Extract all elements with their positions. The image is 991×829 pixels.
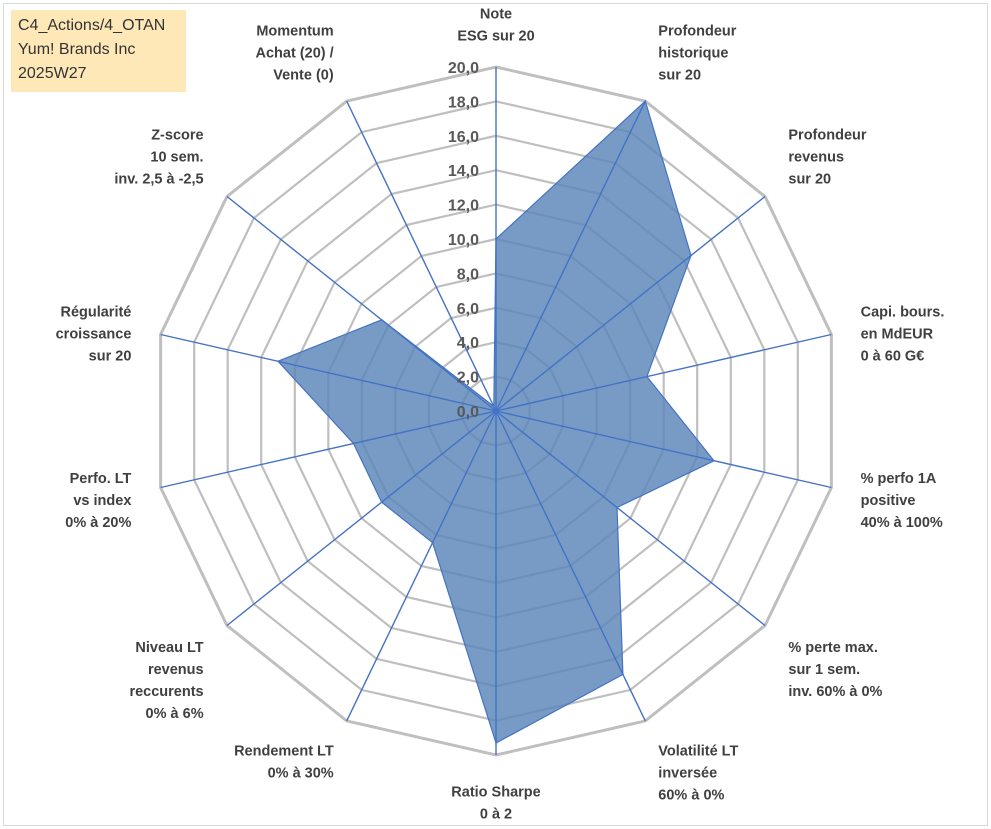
radial-tick-labels: 0,0 2,0 4,0 6,0 8,0 10,0 12,0 14,0 16,0 18,0 20,0: [448, 60, 479, 421]
tick-label-10: 20,0: [448, 60, 479, 77]
spoke-6: [495, 410, 646, 722]
category-label-5: % perte max. sur 1 sem. inv. 60% à 0%: [788, 640, 882, 700]
tick-label-7: 14,0: [448, 163, 479, 180]
spoke-3: [495, 333, 832, 412]
category-label-line: % perte max.: [788, 640, 877, 656]
spoke-4: [495, 410, 832, 489]
category-label-line: Z-score: [151, 127, 203, 143]
category-label-line: reccurents: [129, 684, 203, 700]
spoke-8: [346, 410, 497, 722]
category-label-line: 0% à 20%: [65, 515, 131, 531]
spoke-13: [346, 100, 497, 412]
category-label-line: inversée: [658, 766, 717, 782]
spoke-11: [160, 333, 497, 412]
spoke-2: [495, 195, 766, 412]
tick-label-2: 4,0: [457, 335, 479, 352]
spoke-10: [160, 410, 497, 489]
category-label-line: 0% à 6%: [146, 706, 204, 722]
category-label-11: Régularité croissance sur 20: [56, 304, 132, 364]
category-label-0: Note ESG sur 20: [457, 7, 534, 45]
category-label-line: croissance: [56, 326, 132, 342]
category-label-line: sur 20: [658, 68, 701, 84]
spoke-12: [226, 195, 497, 412]
tick-label-1: 2,0: [457, 370, 479, 387]
tick-label-8: 16,0: [448, 129, 479, 146]
category-label-line: historique: [658, 46, 728, 62]
category-label-3: Capi. bours. en MdEUR 0 à 60 G€: [861, 304, 945, 364]
category-label-line: 10 sem.: [150, 149, 203, 165]
tick-label-6: 12,0: [448, 198, 479, 215]
category-label-line: 60% à 0%: [658, 788, 724, 804]
category-label-line: Ratio Sharpe: [451, 785, 540, 801]
category-label-line: Profondeur: [788, 127, 866, 143]
category-label-4: % perfo 1A positive 40% à 100%: [861, 471, 943, 531]
category-label-line: Momentum: [256, 24, 333, 40]
category-label-line: inv. 60% à 0%: [788, 684, 882, 700]
category-label-line: sur 1 sem.: [788, 662, 860, 678]
category-label-line: Capi. bours.: [861, 304, 945, 320]
category-label-9: Niveau LT revenus reccurents 0% à 6%: [129, 640, 203, 722]
category-labels: Note ESG sur 20 Profondeur historique sur 20…: [56, 7, 945, 823]
category-label-1: Profondeur historique sur 20: [658, 24, 736, 84]
category-label-line: positive: [861, 493, 916, 509]
spoke-5: [495, 410, 766, 627]
category-label-line: Note: [480, 7, 512, 23]
category-label-10: Perfo. LT vs index 0% à 20%: [65, 471, 131, 531]
spoke-9: [226, 410, 497, 627]
category-label-2: Profondeur revenus sur 20: [788, 127, 866, 187]
category-label-line: 0% à 30%: [268, 766, 334, 782]
category-label-8: Rendement LT 0% à 30%: [234, 744, 334, 782]
category-label-line: 40% à 100%: [861, 515, 943, 531]
category-label-line: 0 à 2: [480, 807, 512, 823]
spoke-1: [495, 100, 646, 412]
category-label-7: Ratio Sharpe 0 à 2: [451, 785, 540, 823]
category-label-line: Achat (20) /: [256, 46, 334, 62]
category-label-line: revenus: [788, 149, 844, 165]
category-label-line: Niveau LT: [135, 640, 203, 656]
category-label-line: ESG sur 20: [457, 29, 534, 45]
category-label-line: Perfo. LT: [70, 471, 132, 487]
info-category: C4_Actions/4_OTAN: [18, 17, 166, 34]
category-label-line: vs index: [73, 493, 131, 509]
tick-label-9: 18,0: [448, 94, 479, 111]
category-label-line: sur 20: [89, 348, 132, 364]
category-label-12: Z-score 10 sem. inv. 2,5 à -2,5: [114, 127, 203, 187]
category-label-line: sur 20: [788, 171, 831, 187]
category-label-line: 0 à 60 G€: [861, 348, 925, 364]
category-label-line: Rendement LT: [234, 744, 334, 760]
tick-label-3: 6,0: [457, 301, 479, 318]
category-label-line: inv. 2,5 à -2,5: [114, 171, 203, 187]
tick-label-4: 8,0: [457, 266, 479, 283]
category-label-13: Momentum Achat (20) / Vente (0): [256, 24, 334, 84]
category-label-line: revenus: [148, 662, 204, 678]
category-label-line: Volatilité LT: [658, 744, 738, 760]
tick-label-5: 10,0: [448, 232, 479, 249]
radar-spokes: [160, 67, 832, 755]
info-box: C4_Actions/4_OTAN Yum! Brands Inc 2025W2…: [11, 10, 186, 92]
category-label-line: Vente (0): [273, 68, 334, 84]
info-company: Yum! Brands Inc: [18, 41, 136, 58]
tick-label-0: 0,0: [457, 404, 479, 421]
info-week: 2025W27: [18, 65, 87, 82]
category-label-line: % perfo 1A: [861, 471, 937, 487]
category-label-line: en MdEUR: [861, 326, 934, 342]
category-label-line: Régularité: [60, 304, 131, 320]
category-label-line: Profondeur: [658, 24, 736, 40]
category-label-6: Volatilité LT inversée 60% à 0%: [658, 744, 738, 804]
